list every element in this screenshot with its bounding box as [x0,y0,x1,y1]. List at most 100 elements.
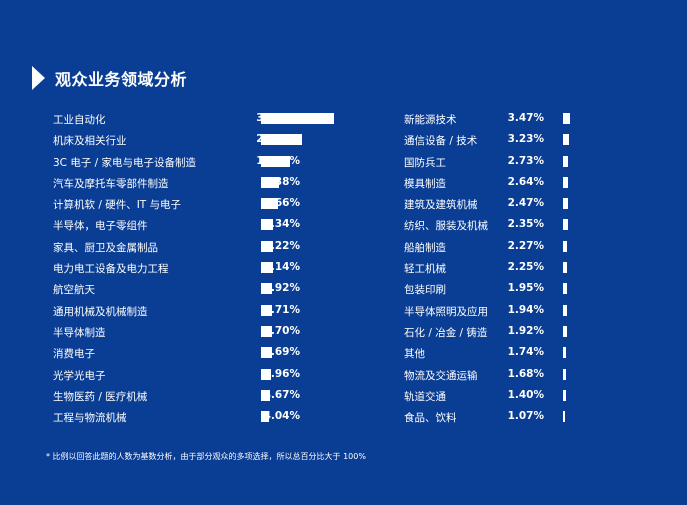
category-label: 机床及相关行业 [53,135,127,148]
bar [261,176,280,188]
bar [261,411,269,423]
left-column: 工业自动化37.99%机床及相关行业21.39% 3C 电子 / 家电与电子设备制… [53,108,353,427]
value-label: 5.70% [263,324,300,337]
value-label: 1.07% [507,410,544,423]
bar-row: 工业自动化37.99% [53,108,353,129]
value-label: 1.68% [507,367,544,380]
bar [261,347,272,359]
category-label: 消费电子 [53,348,95,361]
value-label: 2.73% [507,154,544,167]
bar-row: 通用机械及机械制造 5.71% [53,300,353,321]
category-label: 纺织、服装及机械 [404,220,488,233]
bar [563,325,567,337]
bar [563,411,566,423]
bar [563,304,567,316]
value-label: 2.47% [507,197,544,210]
chart-title: 观众业务领域分析 [55,70,188,89]
value-label: 3.47% [507,112,544,124]
category-label: 食品、饮料 [404,412,457,425]
category-label: 模具制造 [404,177,446,190]
bar [261,155,290,167]
bar-row: 石化 / 冶金 / 铸造 1.92% [404,321,634,342]
category-label: 新能源技术 [404,114,457,126]
value-label: 1.94% [507,303,544,316]
bar-row: 工程与物流机械 4.04% [53,406,353,427]
category-label: 工程与物流机械 [53,412,127,425]
bar [261,283,273,295]
bar-row: 电力电工设备及电力工程 6.14% [53,257,353,278]
category-label: 船舶制造 [404,241,446,254]
category-label: 半导体制造 [53,326,106,339]
bar [261,240,273,252]
value-label: 5.92% [263,282,300,295]
bar [563,389,566,401]
bar [563,368,567,380]
bar-row: 光学光电子 4.96% [53,364,353,385]
bar-row: 建筑及建筑机械 2.47% [404,193,634,214]
category-label: 建筑及建筑机械 [404,199,478,212]
bar-row: 汽车及摩托车零部件制造 9.38% [53,172,353,193]
bar [261,262,273,274]
value-label: 5.69% [263,346,300,359]
category-label: 通用机械及机械制造 [53,305,148,318]
category-label: 3C 电子 / 家电与电子设备制造 [53,156,197,169]
value-label: 1.95% [507,282,544,295]
category-label: 石化 / 冶金 / 铸造 [404,326,488,339]
bar-row: 通信设备 / 技术 3.23% [404,129,634,150]
bar [261,304,273,316]
category-label: 通信设备 / 技术 [404,135,478,148]
bar-row: 生物医药 / 医疗机械 4.67% [53,385,353,406]
value-label: 4.96% [263,367,300,380]
value-label: 1.92% [507,324,544,337]
category-label: 生物医药 / 医疗机械 [53,390,148,403]
value-label: 1.74% [507,346,544,359]
title-arrow-icon [32,66,45,90]
category-label: 轨道交通 [404,390,446,403]
bar [563,219,568,231]
bar-row: 新能源技术 3.47% [404,108,634,129]
bar [563,198,568,210]
value-label: 1.40% [507,388,544,401]
category-label: 家具、厨卫及金属制品 [53,241,158,254]
bar [563,176,569,188]
bar-row: 半导体，电子零组件 6.34% [53,214,353,235]
right-column: 新能源技术 3.47% 通信设备 / 技术 3.23% 国防兵工 2.73% 模具制造 2.6… [404,108,634,427]
bar [563,113,570,124]
bar [563,262,568,274]
bar-row: 国防兵工 2.73% [404,151,634,172]
bar [563,240,568,252]
value-label: 4.67% [263,388,300,401]
bar-row: 计算机软 / 硬件、IT 与电子 8.66% [53,193,353,214]
category-label: 轻工机械 [404,263,446,276]
bar [563,134,570,146]
chart-header: 观众业务领域分析 [32,66,187,90]
bar-row: 家具、厨卫及金属制品 6.22% [53,236,353,257]
category-label: 半导体照明及应用 [404,305,488,318]
category-label: 计算机软 / 硬件、IT 与电子 [53,199,182,212]
footnote: * 比例以回答此题的人数为基数分析，由于部分观众的多项选择，所以总百分比大于 1… [46,452,366,461]
value-label: 2.35% [507,218,544,231]
bar-row: 航空航天 5.92% [53,278,353,299]
bar-row: 模具制造 2.64% [404,172,634,193]
value-label: 5.71% [263,303,300,316]
bar-row: 轻工机械 2.25% [404,257,634,278]
bar-row: 食品、饮料 1.07% [404,406,634,427]
bar [563,283,567,295]
bar-row: 机床及相关行业21.39% [53,129,353,150]
category-label: 工业自动化 [53,114,106,126]
bar [563,155,569,167]
category-label: 国防兵工 [404,156,446,169]
bar [261,368,271,380]
bar [261,134,303,146]
value-label: 3.23% [507,133,544,146]
category-label: 半导体，电子零组件 [53,220,148,233]
value-label: 2.64% [507,175,544,188]
bar-row: 轨道交通 1.40% [404,385,634,406]
bar-row: 半导体照明及应用 1.94% [404,300,634,321]
bar [261,389,270,401]
bar [261,198,278,210]
bar-row: 其他 1.74% [404,342,634,363]
category-label: 航空航天 [53,284,95,297]
bar-row: 纺织、服装及机械 2.35% [404,214,634,235]
category-label: 光学光电子 [53,369,106,382]
